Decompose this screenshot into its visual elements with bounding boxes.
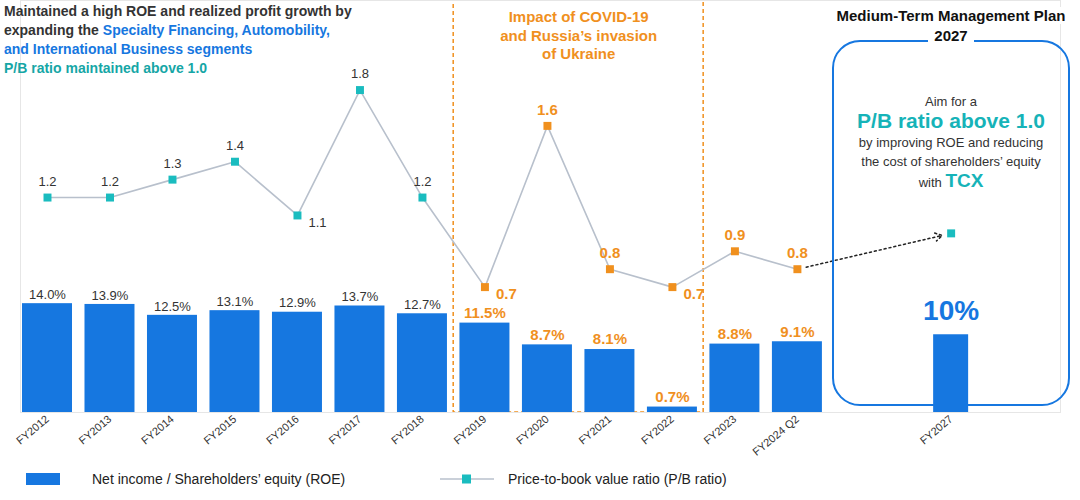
- svg-text:FY2027: FY2027: [917, 413, 954, 447]
- svg-text:Impact of COVID-19and Russia’s: Impact of COVID-19and Russia’s invasiono…: [500, 8, 657, 63]
- html-text:P/B ratio above 1.0: P/B ratio above 1.0: [857, 109, 1045, 132]
- svg-text:13.1%: 13.1%: [217, 294, 254, 309]
- svg-text:FY2016: FY2016: [264, 413, 301, 447]
- svg-text:1.4: 1.4: [226, 138, 244, 153]
- svg-text:12.9%: 12.9%: [279, 295, 316, 310]
- svg-text:8.8%: 8.8%: [718, 325, 752, 342]
- svg-text:FY2017: FY2017: [326, 413, 363, 447]
- html-text:Aim for a: Aim for a: [925, 94, 977, 109]
- svg-text:FY2019: FY2019: [451, 413, 488, 447]
- html-text:the cost of shareholders’ equi: the cost of shareholders’ equity: [861, 154, 1041, 169]
- svg-text:FY2020: FY2020: [514, 413, 551, 447]
- svg-text:12.7%: 12.7%: [404, 297, 441, 312]
- svg-text:12.5%: 12.5%: [154, 298, 191, 313]
- svg-text:0.8: 0.8: [787, 244, 808, 261]
- svg-text:10%: 10%: [923, 295, 979, 326]
- html-text:P/B ratio maintained above 1.0: P/B ratio maintained above 1.0: [4, 60, 208, 76]
- html-text:Maintained a high ROE and real: Maintained a high ROE and realized profi…: [4, 3, 352, 57]
- svg-text:FY2013: FY2013: [76, 413, 113, 447]
- svg-text:8.7%: 8.7%: [530, 326, 564, 343]
- html-text:with TCX: with TCX: [918, 170, 984, 191]
- svg-text:0.7%: 0.7%: [655, 388, 689, 405]
- svg-text:0.7: 0.7: [683, 285, 704, 302]
- svg-text:0.8: 0.8: [599, 244, 620, 261]
- svg-text:1.2: 1.2: [413, 174, 431, 189]
- svg-text:1.8: 1.8: [351, 66, 369, 81]
- html-text:Price-to-book value ratio (P/B: Price-to-book value ratio (P/B ratio): [508, 471, 727, 487]
- svg-text:FY2023: FY2023: [701, 413, 738, 447]
- svg-text:1.3: 1.3: [163, 156, 181, 171]
- svg-text:1.2: 1.2: [38, 174, 56, 189]
- html-text:2027: 2027: [934, 27, 968, 44]
- svg-text:13.9%: 13.9%: [92, 288, 129, 303]
- svg-text:11.5%: 11.5%: [464, 304, 506, 321]
- svg-text:FY2015: FY2015: [201, 413, 238, 447]
- svg-text:FY2012: FY2012: [14, 413, 51, 447]
- svg-text:0.9: 0.9: [724, 226, 745, 243]
- svg-text:FY2014: FY2014: [139, 413, 176, 447]
- svg-text:1.2: 1.2: [101, 174, 119, 189]
- svg-text:FY2022: FY2022: [639, 413, 676, 447]
- svg-text:13.7%: 13.7%: [342, 289, 379, 304]
- html-text:Net income / Shareholders’ equ: Net income / Shareholders’ equity (ROE): [92, 471, 346, 487]
- svg-text:FY2018: FY2018: [389, 413, 426, 447]
- svg-text:FY2021: FY2021: [576, 413, 613, 447]
- html-text:Medium-Term Management Plan: Medium-Term Management Plan: [836, 7, 1066, 24]
- svg-text:1.6: 1.6: [537, 101, 558, 118]
- svg-text:FY2024 Q2: FY2024 Q2: [750, 413, 801, 458]
- svg-text:0.7: 0.7: [496, 285, 517, 302]
- svg-text:9.1%: 9.1%: [780, 323, 814, 340]
- svg-text:1.1: 1.1: [308, 215, 326, 230]
- svg-text:8.1%: 8.1%: [593, 330, 627, 347]
- html-text:by improving ROE and reducing: by improving ROE and reducing: [858, 135, 1044, 150]
- svg-text:14.0%: 14.0%: [29, 287, 66, 302]
